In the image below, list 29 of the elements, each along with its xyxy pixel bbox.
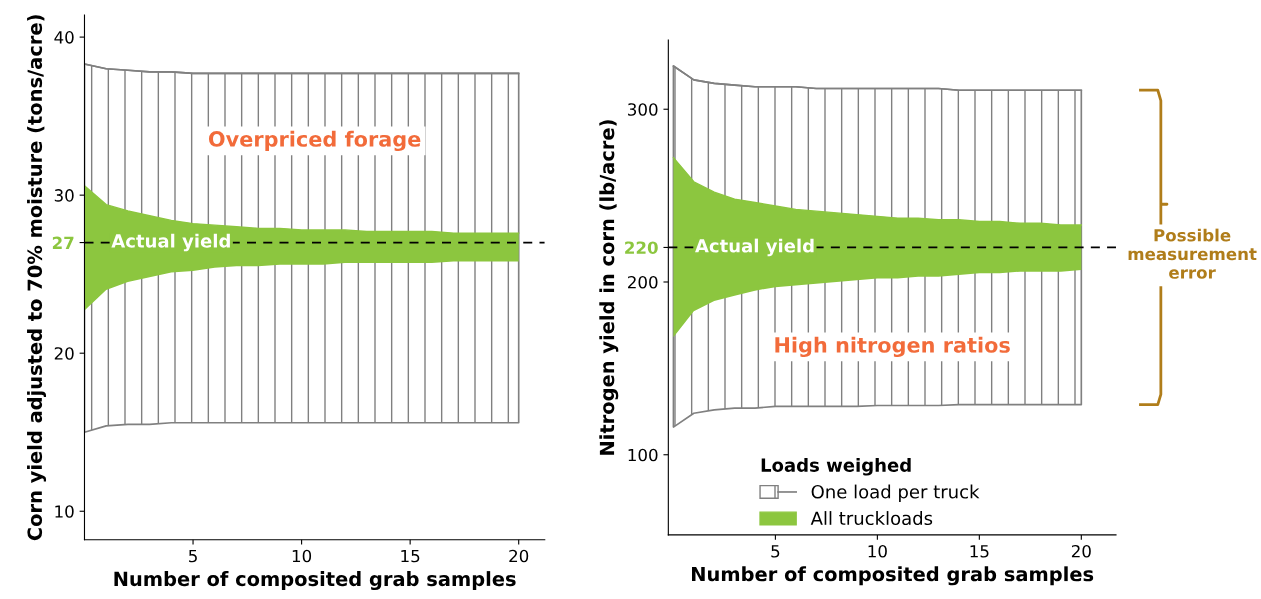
ref-line-label: Actual yield [111,233,230,252]
x-tick-label: 10 [292,549,312,563]
y-tick-label: 10 [55,505,74,518]
text: Possible measurement error [1128,228,1257,279]
ref-line-label: Actual yield [695,238,814,257]
y-tick-label: 40 [54,31,74,44]
x-axis-title: Number of composited grab samples [114,571,516,591]
x-tick-label: 5 [771,545,780,558]
x-tick-label: 20 [1071,544,1091,558]
x-tick-label: 5 [189,549,197,563]
y-tick-label: 30 [54,189,74,202]
x-tick-label: 15 [401,549,420,563]
legend-label: One load per truck [811,484,980,503]
y-axis-title: Nitrogen yield in corn (lb/acre) [599,120,619,455]
x-axis-title: Number of composited grab samples [692,566,1094,586]
y-tick-label: 27 [52,236,74,249]
x-tick-label: 20 [509,549,529,563]
y-tick-label: 300 [628,103,658,116]
legend-label: All truckloads [810,511,933,526]
annotation: Overpriced forage [208,130,421,152]
x-tick-label: 15 [970,545,989,558]
y-tick-label: 20 [54,347,74,360]
y-axis-title: Corn yield adjusted to 70% moisture (tons/acre) [27,15,47,541]
y-tick-label: 220 [625,241,658,255]
x-tick-label: 10 [868,544,887,558]
y-tick-label: 100 [628,448,658,462]
y-tick-label: 200 [628,275,658,289]
annotation: High nitrogen ratios [775,336,1010,358]
legend-title: Loads weighed [761,457,911,476]
